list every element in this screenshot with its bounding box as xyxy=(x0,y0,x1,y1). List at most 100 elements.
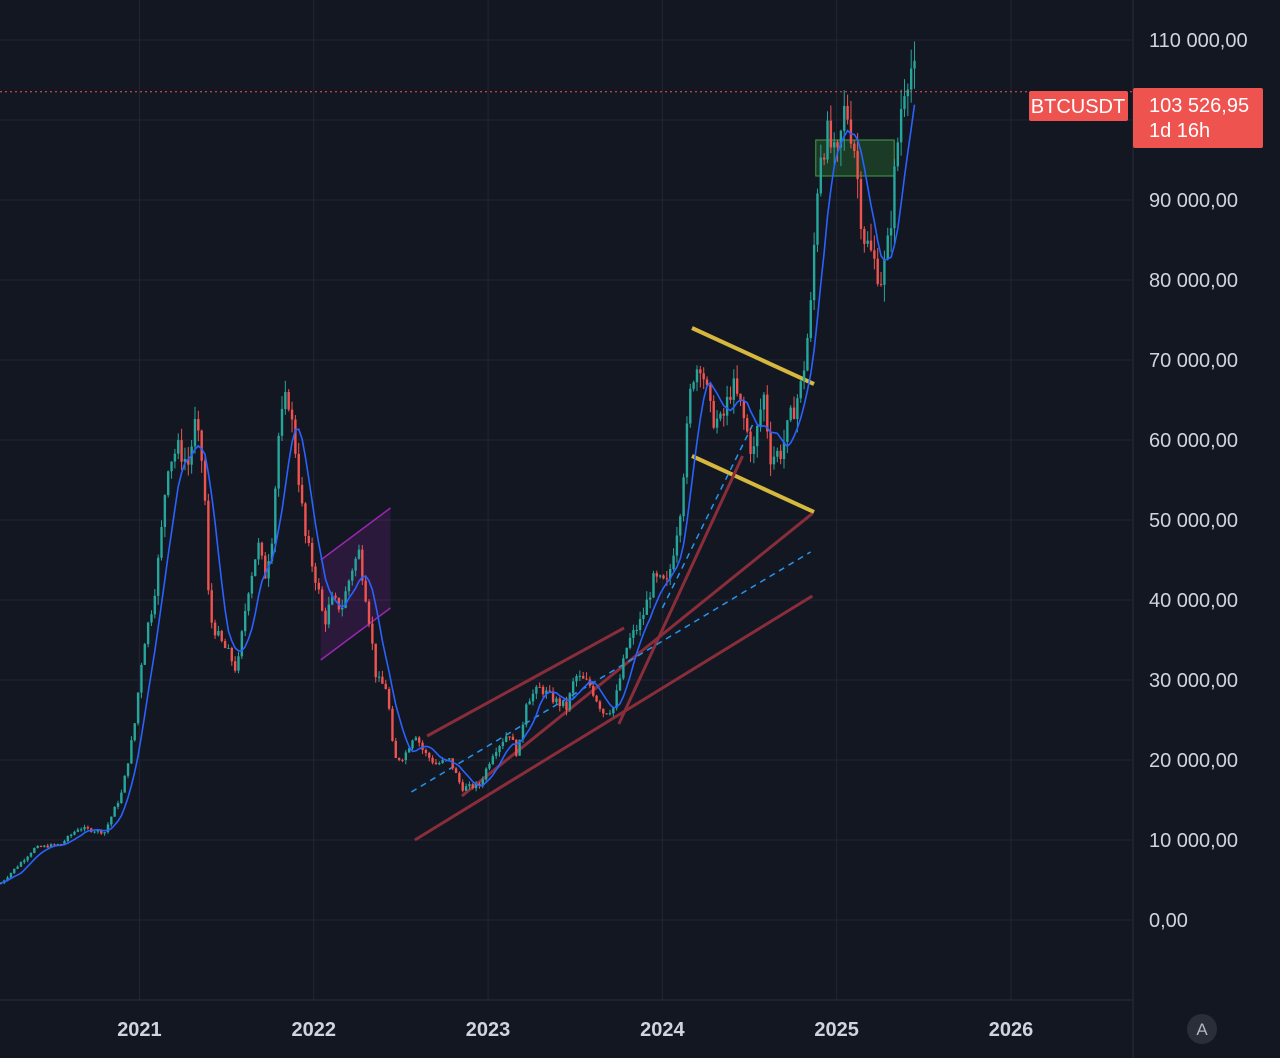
candle-body xyxy=(401,759,404,761)
candle-body xyxy=(294,419,297,454)
candle-body xyxy=(284,392,287,410)
candle-body xyxy=(86,827,90,829)
auto-scale-label[interactable]: A xyxy=(1196,1020,1208,1039)
candle-body xyxy=(722,413,725,416)
candle-body xyxy=(608,713,612,715)
candle-body xyxy=(802,370,806,382)
candle-body xyxy=(461,782,464,791)
candle-body xyxy=(729,396,732,400)
candle-body xyxy=(243,611,247,632)
candle-body xyxy=(300,484,304,504)
candle-body xyxy=(310,543,314,567)
candle-body xyxy=(287,392,290,410)
candle-body xyxy=(414,737,418,741)
candle-body xyxy=(46,845,49,848)
grid xyxy=(0,0,1133,1000)
x-tick-label: 2023 xyxy=(466,1019,511,1041)
channel-midline xyxy=(410,551,811,793)
candle-body xyxy=(106,824,110,833)
candle-body xyxy=(705,379,709,385)
time-axis[interactable]: 2021 2022 2023 2024 2025 2026 xyxy=(117,1019,1033,1041)
candle-body xyxy=(484,768,488,780)
candle-body xyxy=(9,873,13,878)
candle-body xyxy=(391,708,394,741)
candle-body xyxy=(341,607,344,610)
auto-scale-button[interactable]: A xyxy=(1187,1014,1217,1044)
symbol-badge: BTCUSDT xyxy=(1029,91,1128,121)
candle-body xyxy=(893,166,896,229)
candle-body xyxy=(19,862,23,867)
candle-body xyxy=(558,698,561,707)
candle-body xyxy=(29,852,33,857)
candle-body xyxy=(53,844,56,846)
candle-body xyxy=(110,816,113,825)
candle-body xyxy=(113,806,116,817)
candle-body xyxy=(518,739,521,756)
candle-body xyxy=(826,120,829,160)
auto-scale-circle[interactable] xyxy=(1187,1014,1217,1044)
candle-body xyxy=(538,686,541,688)
price-badge-bg xyxy=(1133,88,1263,148)
candle-body xyxy=(203,460,207,501)
candle-body xyxy=(766,394,769,432)
candle-body xyxy=(274,488,277,544)
countdown-label: 1d 16h xyxy=(1149,120,1210,142)
candle-body xyxy=(675,535,679,556)
candle-body xyxy=(6,877,9,881)
candle-body xyxy=(685,423,689,478)
candle-body xyxy=(511,736,515,740)
candle-body xyxy=(468,784,471,787)
candle-body xyxy=(725,396,729,416)
candle-body xyxy=(133,723,136,741)
candle-body xyxy=(304,503,307,537)
candle-body xyxy=(849,119,853,144)
candles-layer xyxy=(0,41,916,885)
candle-body xyxy=(531,693,535,702)
candle-body xyxy=(16,866,19,869)
candle-body xyxy=(903,96,906,110)
candle-body xyxy=(39,845,43,847)
candle-body xyxy=(357,549,361,559)
candle-body xyxy=(628,637,632,648)
candle-body xyxy=(454,768,458,774)
candle-body xyxy=(26,856,29,861)
candle-body xyxy=(351,570,354,581)
candle-body xyxy=(876,258,879,284)
candle-body xyxy=(762,394,766,410)
candle-body xyxy=(695,369,699,383)
candle-body xyxy=(33,847,36,853)
candle-body xyxy=(843,105,846,131)
y-tick-label: 90 000,00 xyxy=(1149,190,1238,212)
candle-body xyxy=(116,803,120,807)
candle-body xyxy=(223,641,227,649)
candle-body xyxy=(652,573,655,598)
candle-body xyxy=(759,409,762,426)
x-tick-label: 2022 xyxy=(292,1019,337,1041)
candle-body xyxy=(213,622,217,636)
candle-body xyxy=(83,827,86,830)
candle-body xyxy=(779,450,782,459)
candle-body xyxy=(136,692,140,724)
candle-body xyxy=(49,844,53,848)
candle-body xyxy=(672,555,675,570)
candle-body xyxy=(595,695,598,702)
candle-body xyxy=(344,591,347,608)
candle-body xyxy=(732,378,736,400)
candle-body xyxy=(143,644,146,665)
candle-body xyxy=(658,575,662,577)
candle-body xyxy=(491,756,495,765)
candle-body xyxy=(829,120,833,148)
candle-body xyxy=(458,773,461,783)
candle-body xyxy=(638,618,642,631)
candle-body xyxy=(23,860,26,863)
candle-body xyxy=(0,883,3,885)
candle-body xyxy=(528,701,531,705)
candle-body xyxy=(103,832,106,834)
candle-body xyxy=(498,746,501,753)
price-axis[interactable]: 0,00 10 000,00 20 000,00 30 000,00 40 000,00… xyxy=(1149,30,1248,932)
candle-body xyxy=(280,409,284,436)
candle-body xyxy=(183,458,187,462)
candle-body xyxy=(913,60,916,69)
candle-body xyxy=(551,691,555,703)
